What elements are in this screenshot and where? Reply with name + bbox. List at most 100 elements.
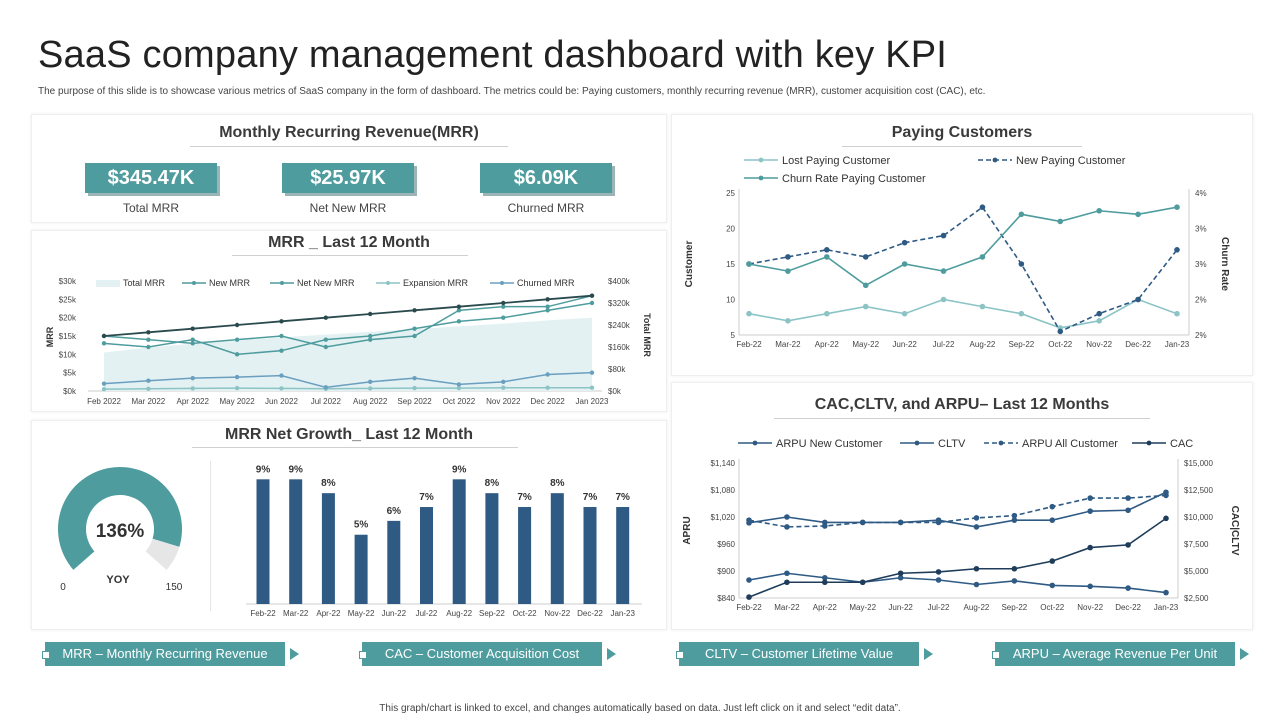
x-tick-label: Jun 2022 — [265, 397, 298, 406]
legend-label: ARPU All Customer — [1022, 438, 1118, 450]
legend-marker — [1146, 440, 1152, 446]
x-tick-label: Feb-22 — [736, 340, 762, 349]
growth-panel: MRR Net Growth_ Last 12 Month 136% YOY 0 15… — [31, 420, 667, 630]
x-tick-label: Mar-22 — [775, 340, 801, 349]
yoy-gauge: 136% YOY 0 150 — [57, 467, 183, 593]
x-tick-label: Mar 2022 — [131, 397, 165, 406]
legend-marker — [280, 281, 284, 285]
legend-marker — [386, 281, 390, 285]
cltv-point — [1087, 508, 1093, 514]
new-paying-customer-point — [1174, 247, 1180, 253]
y-tick-label: $25k — [59, 295, 77, 304]
x-tick-label: Jul-22 — [928, 603, 950, 612]
growth-bar — [616, 507, 630, 604]
legend-label: CAC — [1170, 438, 1193, 450]
y2-tick-label: $10,000 — [1184, 513, 1213, 522]
expansion-mrr-point — [589, 385, 595, 390]
growth-bar — [452, 479, 466, 604]
new-paying-customer-point — [824, 247, 830, 253]
total-mrr-line-point — [323, 315, 329, 320]
churn-rate-paying-customer-point — [1135, 211, 1141, 218]
arpu-all-customer-line — [748, 494, 1167, 528]
growth-bar — [420, 507, 433, 604]
growth-bar-label: 5% — [354, 520, 369, 531]
total-mrr-area — [104, 317, 592, 391]
x-tick-label: Aug-22 — [970, 340, 996, 349]
x-tick-label: Sep-22 — [479, 609, 505, 618]
x-tick-label: Mar-22 — [283, 609, 309, 618]
cltv-point — [784, 514, 790, 520]
arpu-all-customer-point — [784, 524, 790, 530]
y2-tick-label: 2% — [1195, 296, 1207, 305]
arpu-all-customer-point — [859, 519, 866, 526]
x-tick-label: Jul-22 — [933, 340, 955, 349]
arpu-new-customer-point — [746, 577, 752, 583]
title-underline — [190, 146, 508, 147]
arpu-all-customer-point — [897, 519, 904, 526]
x-tick-label: Oct-22 — [513, 609, 538, 618]
arrow-right-icon — [607, 648, 616, 660]
x-tick-label: Jul 2022 — [311, 397, 342, 406]
legend-label: CLTV — [938, 438, 966, 450]
legend-marker — [500, 281, 504, 285]
arrow-right-icon — [924, 648, 933, 660]
legend-label: New Paying Customer — [1016, 155, 1126, 167]
churned-mrr-point — [412, 375, 417, 381]
paying-title: Paying Customers — [891, 124, 1033, 141]
arpu-new-customer-point — [1125, 585, 1131, 591]
title-underline — [232, 255, 468, 256]
cac-line — [748, 517, 1167, 598]
churned-mrr-point — [323, 385, 329, 390]
new-mrr-point — [234, 352, 240, 357]
y2-tick-label: $7,500 — [1184, 540, 1209, 549]
kpi-net-new-mrr: $25.97K — [282, 163, 414, 193]
new-mrr-point — [412, 326, 417, 331]
y-tick-label: 5 — [731, 331, 736, 340]
x-tick-label: Nov 2022 — [486, 397, 521, 406]
page-subtitle: The purpose of this slide is to showcase… — [38, 86, 986, 97]
y-tick-label: $30k — [59, 277, 77, 286]
x-tick-label: Oct-22 — [1040, 603, 1065, 612]
x-tick-label: Apr-22 — [316, 609, 341, 618]
x-tick-label: Sep 2022 — [397, 397, 432, 406]
gauge-max-label: 150 — [166, 582, 183, 593]
x-tick-label: Nov-22 — [544, 609, 570, 618]
growth-bar-label: 8% — [321, 478, 336, 489]
gauge-caption: YOY — [106, 574, 130, 586]
x-tick-label: Jan 2023 — [576, 397, 609, 406]
y-tick-label: $10k — [59, 350, 77, 359]
churn-rate-paying-customer-point — [1018, 211, 1025, 218]
gauge-remaining-arc — [145, 538, 180, 570]
new-mrr-point — [501, 315, 506, 320]
cac-point — [822, 579, 828, 586]
x-tick-label: May-22 — [348, 609, 375, 618]
expansion-mrr-point — [101, 386, 107, 392]
y2-tick-label: $12,500 — [1184, 486, 1213, 495]
footer-note: This graph/chart is linked to excel, and… — [379, 703, 901, 714]
new-paying-customer-line — [748, 206, 1178, 333]
x-tick-label: Nov-22 — [1086, 340, 1112, 349]
banner-dot — [992, 651, 1000, 659]
y-tick-label: $840 — [717, 594, 735, 603]
y2-axis-label: Total MRR — [642, 313, 652, 357]
churned-mrr-point — [367, 379, 373, 385]
net-new-mrr-point — [456, 308, 462, 313]
y-tick-label: 20 — [726, 225, 735, 234]
new-paying-customer-point — [1096, 310, 1102, 317]
churn-rate-paying-customer-point — [862, 282, 869, 289]
churn-rate-paying-customer-point — [785, 268, 791, 274]
x-tick-label: Apr 2022 — [176, 397, 209, 406]
churn-rate-paying-customer-point — [746, 261, 752, 267]
churned-mrr-point — [545, 372, 550, 377]
expansion-mrr-line — [103, 386, 592, 390]
arpu-all-customer-point — [973, 515, 980, 521]
growth-bar — [485, 493, 499, 604]
y2-tick-label: $400k — [608, 277, 631, 286]
growth-bar-label: 7% — [583, 492, 598, 503]
cac-point — [1125, 542, 1131, 548]
banner-dot — [676, 651, 684, 659]
lost-paying-customer-point — [901, 310, 908, 317]
net-new-mrr-point — [279, 333, 284, 339]
total-mrr-line-point — [101, 333, 107, 339]
x-tick-label: Jun-22 — [892, 340, 917, 349]
